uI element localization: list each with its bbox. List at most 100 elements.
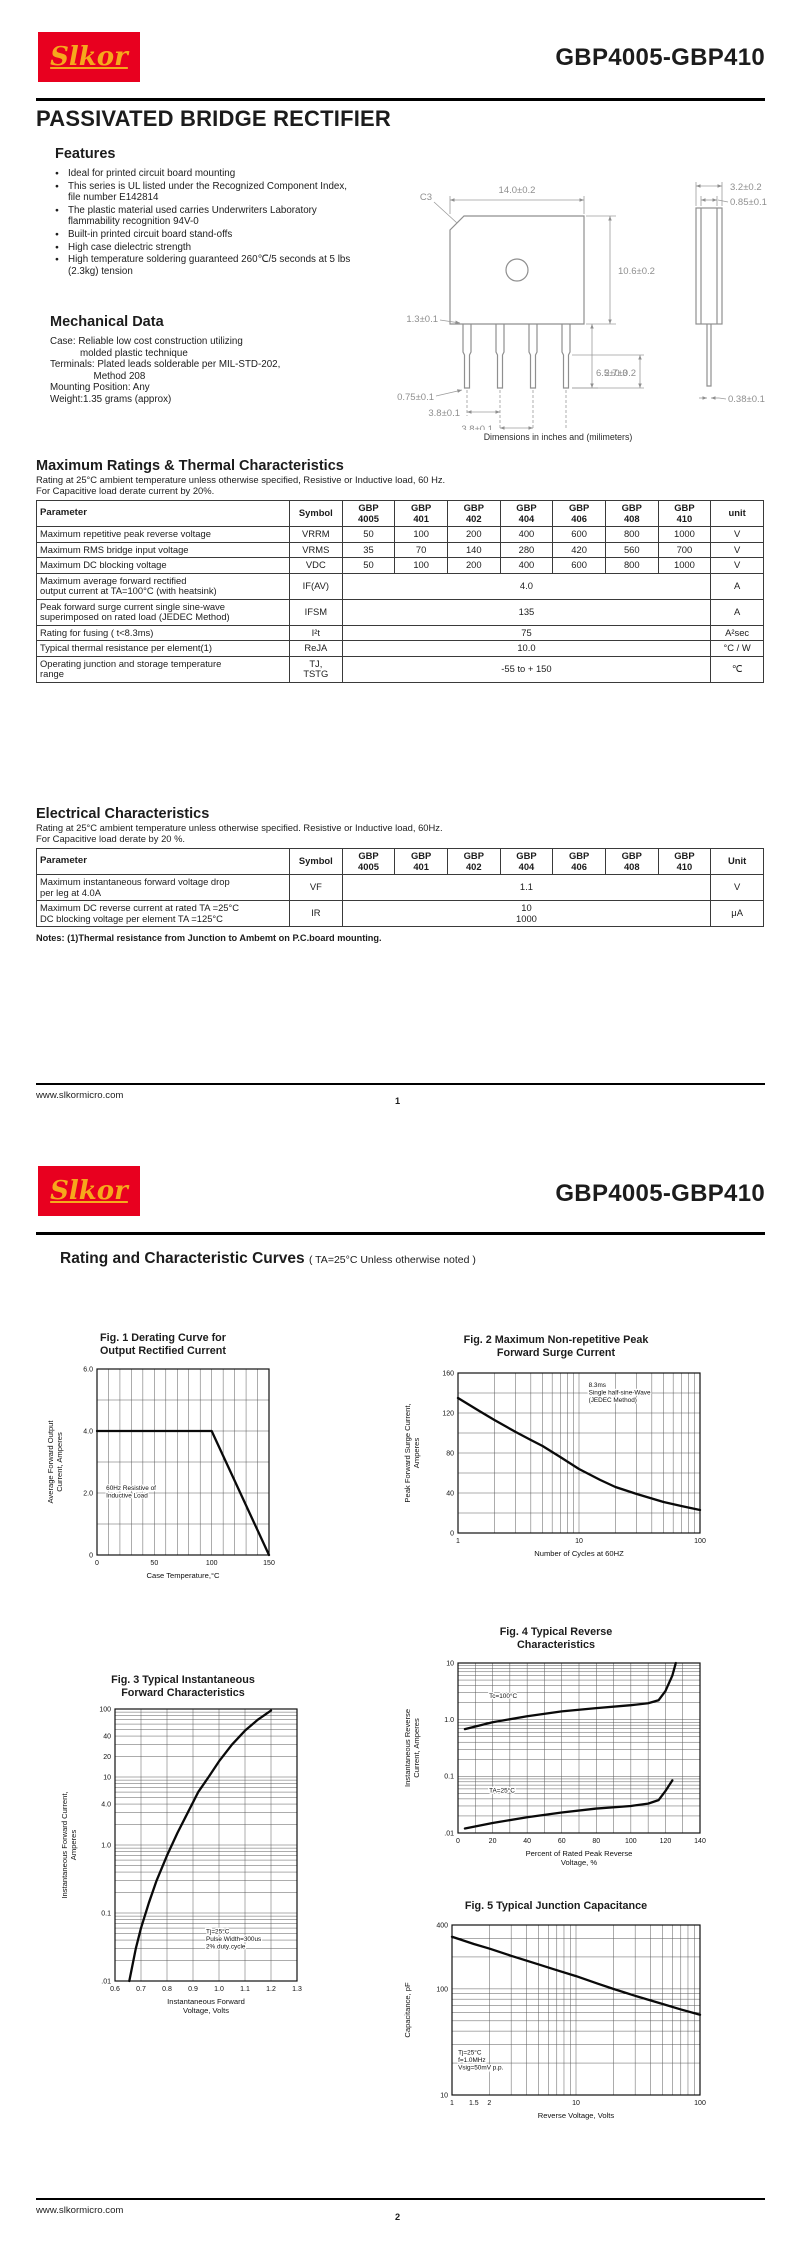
value-cell: 400	[499, 557, 554, 574]
svg-text:40: 40	[446, 1491, 454, 1498]
column-header: GBP 4005	[341, 499, 396, 528]
features-heading: Features	[55, 146, 116, 162]
parameter-cell: Maximum instantaneous forward voltage dr…	[36, 874, 290, 902]
dim-label-lead-thickness: 0.38±0.1	[728, 394, 765, 405]
value-cell: 100	[394, 557, 448, 574]
svg-text:Peak Forward Surge Current,Amp: Peak Forward Surge Current,Amperes	[403, 1404, 421, 1503]
mech-line: Terminals: Plated leads solderable per M…	[50, 359, 281, 371]
svg-text:120: 120	[660, 1838, 672, 1845]
symbol-cell: IFSM	[289, 598, 343, 626]
table-row: Rating for fusing ( t<8.3ms) I²t 75 A²sec	[36, 624, 764, 642]
svg-text:2.0: 2.0	[83, 1491, 93, 1498]
maximum-ratings-section: Maximum Ratings & Thermal Characteristic…	[36, 458, 764, 683]
unit-cell: V	[710, 541, 764, 559]
svg-text:40: 40	[103, 1734, 111, 1741]
svg-text:Case Temperature,°C: Case Temperature,°C	[147, 1571, 220, 1580]
svg-text:1.5: 1.5	[469, 2100, 479, 2107]
column-header: GBP 406	[552, 499, 606, 528]
page-title: PASSIVATED BRIDGE RECTIFIER	[36, 106, 391, 131]
value-cell: 700	[657, 541, 712, 559]
symbol-cell: TJ, TSTG	[289, 655, 343, 683]
table-row: Maximum average forward rectified output…	[36, 572, 764, 600]
svg-text:1.0: 1.0	[101, 1843, 111, 1850]
features-section: Features Ideal for printed circuit board…	[55, 146, 357, 278]
value-cell: 50	[341, 557, 396, 574]
feature-item: High case dielectric strength	[55, 242, 357, 254]
table-row: Peak forward surge current single sine-w…	[36, 598, 764, 626]
slkor-logo: Slkor	[38, 32, 140, 82]
notes-line: Notes: (1)Thermal resistance from Juncti…	[36, 933, 382, 944]
svg-text:160: 160	[442, 1371, 454, 1378]
value-cell: 420	[552, 541, 606, 559]
footer-rule	[36, 1083, 765, 1085]
ratings-subheading-2: For Capacitive load derate current by 20…	[36, 485, 215, 496]
figure-2: Fig. 2 Maximum Non-repetitive Peak Forwa…	[360, 1334, 752, 1575]
value-cell: 800	[604, 526, 659, 543]
header-rule	[36, 98, 765, 101]
mechanical-lines: Case: Reliable low cost construction uti…	[50, 336, 380, 406]
unit-cell: °C / W	[710, 640, 764, 657]
slkor-logo-text: Slkor	[50, 1176, 128, 1206]
svg-text:4.0: 4.0	[101, 1802, 111, 1809]
value-cell: 400	[499, 526, 554, 543]
mechanical-heading: Mechanical Data	[50, 314, 164, 330]
value-cell: -55 to + 150	[341, 655, 712, 683]
svg-text:6.0: 6.0	[83, 1367, 93, 1374]
svg-text:40: 40	[523, 1838, 531, 1845]
svg-text:2: 2	[487, 2100, 491, 2107]
svg-text:Number of Cycles at 60HZ: Number of Cycles at 60HZ	[534, 1549, 624, 1558]
svg-text:10: 10	[572, 2100, 580, 2107]
svg-text:0.1: 0.1	[444, 1774, 454, 1781]
mech-line: Case: Reliable low cost construction uti…	[50, 336, 243, 347]
svg-text:Instantaneous Forward Current,: Instantaneous Forward Current,Amperes	[60, 1792, 78, 1899]
dim-label-pitch-a: 3.8±0.1	[428, 408, 460, 419]
ratings-table: Parameter Symbol GBP 4005 GBP 401 GBP 402 GBP…	[36, 499, 764, 683]
footer-page-number: 1	[394, 1096, 401, 1106]
mech-line: Weight:1.35 grams (approx)	[50, 393, 172, 405]
dim-label-width: 14.0±0.2	[499, 185, 536, 196]
svg-text:Tc=100°C: Tc=100°C	[489, 1693, 517, 1701]
svg-text:10: 10	[440, 2092, 448, 2099]
symbol-cell: VRMS	[289, 541, 343, 559]
mech-line: Mounting Position: Any	[50, 382, 150, 394]
svg-text:60: 60	[558, 1838, 566, 1845]
symbol-cell: VDC	[289, 557, 343, 574]
svg-text:0: 0	[95, 1560, 99, 1567]
figure-3: Fig. 3 Typical Instantaneous Forward Cha…	[52, 1674, 314, 2035]
footer-url: www.slkormicro.com	[36, 1090, 124, 1101]
value-cell: 600	[552, 526, 606, 543]
svg-text:Instantaneous ReverseCurrent,: Instantaneous ReverseCurrent, Amperes	[403, 1709, 421, 1787]
svg-text:0: 0	[456, 1838, 460, 1845]
unit-cell: A	[710, 572, 764, 600]
electrical-characteristics-section: Electrical Characteristics Rating at 25°…	[36, 806, 764, 943]
value-cell: 600	[552, 557, 606, 574]
dim-label-lead-width: 0.75±0.1	[397, 392, 434, 403]
svg-text:10: 10	[575, 1538, 583, 1545]
svg-text:400: 400	[436, 1922, 448, 1929]
dim-label-tip-length: 2.7±0.2	[604, 368, 636, 379]
value-cell: 1000	[657, 526, 712, 543]
header-rule	[36, 1232, 765, 1235]
footer-url: www.slkormicro.com	[36, 2205, 124, 2216]
svg-text:1: 1	[456, 1538, 460, 1545]
column-header: GBP 408	[604, 499, 659, 528]
value-cell: 135	[341, 598, 712, 626]
svg-text:4.0: 4.0	[83, 1429, 93, 1436]
mechanical-data-section: Mechanical Data Case: Reliable low cost …	[50, 314, 380, 406]
value-cell: 100	[394, 526, 448, 543]
parameter-cell: Maximum repetitive peak reverse voltage	[36, 526, 290, 543]
table-row: Maximum DC blocking voltage VDC 50 100 200 40…	[36, 557, 764, 574]
table-row: Maximum RMS bridge input voltage VRMS 35 70…	[36, 541, 764, 559]
svg-text:1: 1	[450, 2100, 454, 2107]
column-header: Symbol	[289, 499, 343, 528]
value-cell: 1000	[657, 557, 712, 574]
column-header: GBP 404	[499, 847, 554, 876]
svg-text:10: 10	[446, 1661, 454, 1668]
table-row: Typical thermal resistance per element(1…	[36, 640, 764, 657]
column-header: GBP 404	[499, 499, 554, 528]
figure-5-plot: 1 1.5 2 10 100 10 100 400 Tj=25°C f=1.0MHz Vsig=50…	[403, 1922, 706, 2120]
